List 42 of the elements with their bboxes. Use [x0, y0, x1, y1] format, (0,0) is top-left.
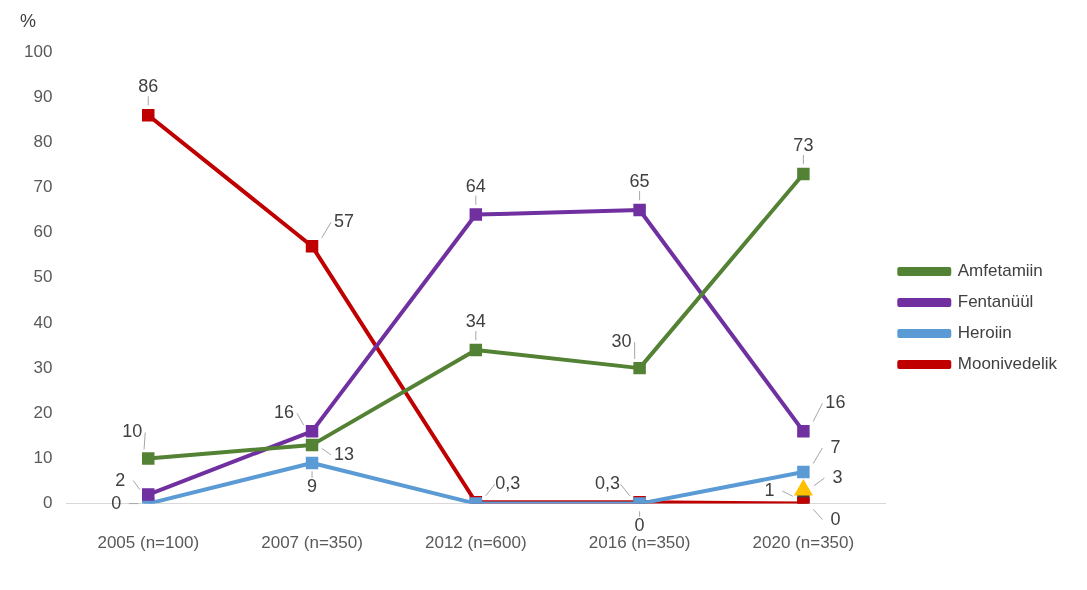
data-label: 3	[832, 467, 843, 488]
legend-label: Fentanüül	[957, 292, 1034, 312]
x-tick-label: 2020 (n=350)	[752, 533, 855, 553]
data-label: 16	[825, 392, 846, 413]
data-label: 30	[611, 331, 632, 352]
x-tick-label: 2007 (n=350)	[261, 533, 363, 553]
x-tick-label: 2012 (n=600)	[425, 533, 527, 553]
y-tick-label: 30	[33, 357, 53, 377]
legend-label: Moonivedelik	[957, 354, 1058, 374]
data-label: 0	[634, 514, 645, 535]
y-tick-label: 100	[23, 41, 53, 61]
data-label: 0,3	[595, 473, 621, 494]
data-label: 7	[830, 436, 841, 457]
data-label: 10	[122, 421, 143, 442]
data-label: 1	[764, 480, 775, 501]
y-tick-label: 50	[33, 267, 53, 287]
data-label: 9	[307, 475, 318, 496]
data-label: 86	[138, 76, 159, 97]
data-label: 73	[793, 134, 814, 155]
data-label: 2	[115, 469, 126, 490]
data-label: 65	[629, 171, 650, 192]
data-label: 0	[830, 508, 841, 529]
data-label: 0,3	[495, 473, 521, 494]
y-tick-label: 10	[33, 448, 53, 468]
y-tick-label: 90	[33, 86, 53, 106]
y-axis-title: %	[20, 10, 37, 31]
x-tick-label: 2005 (n=100)	[97, 533, 200, 553]
legend-label: Amfetamiin	[957, 261, 1043, 281]
data-label: 13	[334, 443, 355, 464]
data-label: 57	[334, 211, 355, 232]
x-tick-label: 2016 (n=350)	[588, 533, 691, 553]
data-label: 16	[274, 402, 295, 423]
data-label: 64	[465, 175, 486, 196]
legend-label: Heroiin	[957, 323, 1012, 343]
y-tick-label: 80	[33, 132, 53, 152]
y-tick-label: 0	[42, 493, 53, 513]
y-tick-label: 70	[33, 177, 53, 197]
data-label: 34	[465, 311, 486, 332]
y-tick-label: 20	[33, 402, 53, 422]
y-tick-label: 60	[33, 222, 53, 242]
y-tick-label: 40	[33, 312, 53, 332]
data-label: 0	[111, 492, 122, 513]
